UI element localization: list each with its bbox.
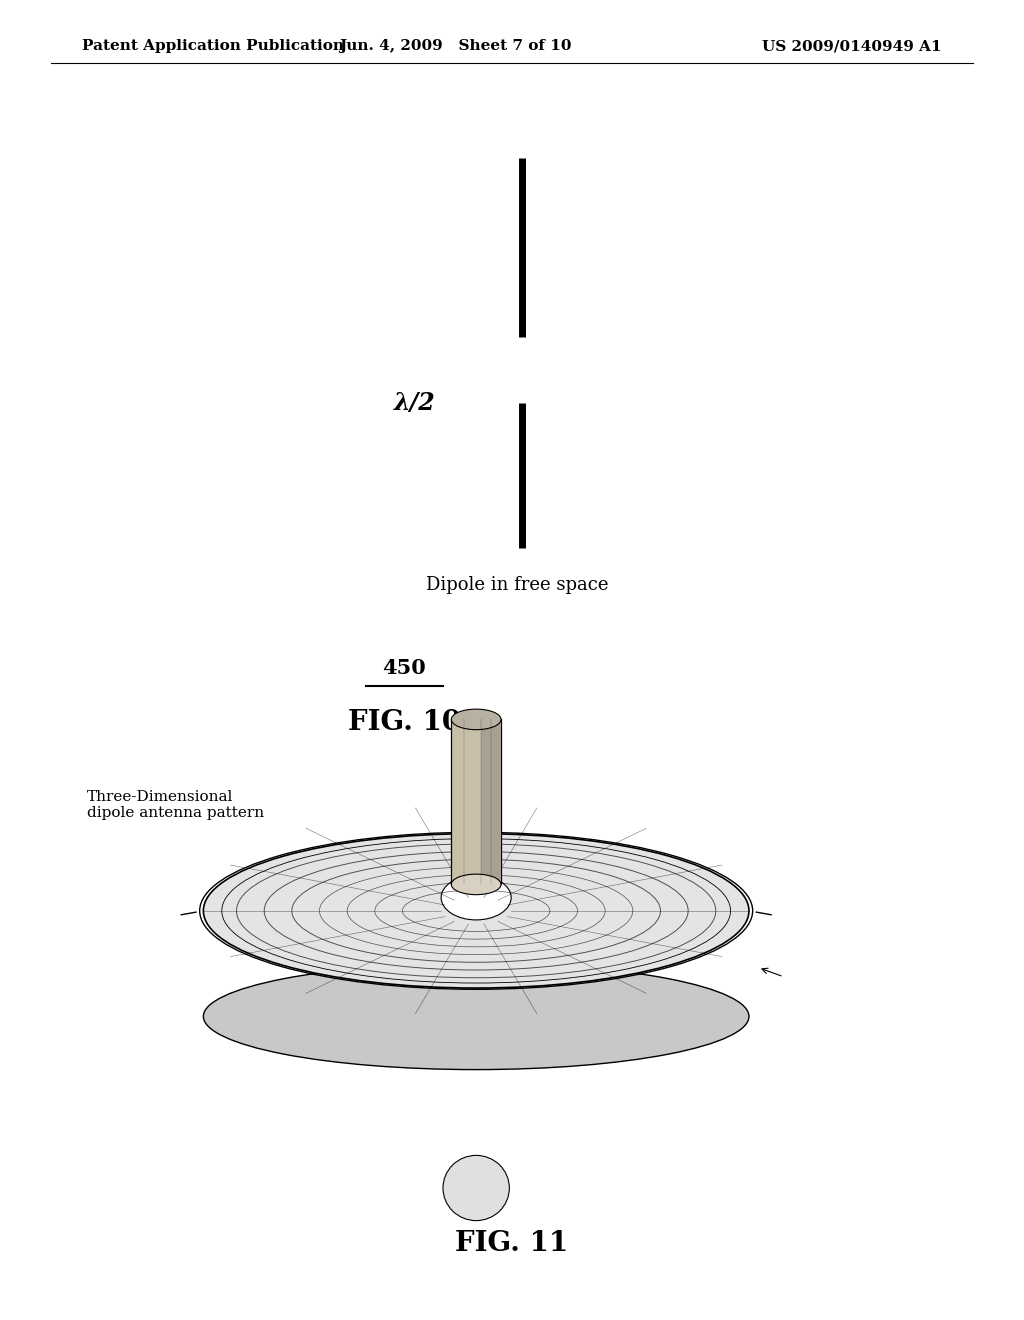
Ellipse shape <box>204 834 749 987</box>
Ellipse shape <box>452 709 501 730</box>
Text: Jun. 4, 2009   Sheet 7 of 10: Jun. 4, 2009 Sheet 7 of 10 <box>339 40 572 53</box>
Text: FIG. 10: FIG. 10 <box>348 709 461 735</box>
Ellipse shape <box>441 875 511 920</box>
Bar <box>452 719 501 884</box>
Ellipse shape <box>204 964 749 1069</box>
Text: Patent Application Publication: Patent Application Publication <box>82 40 344 53</box>
Text: US 2009/0140949 A1: US 2009/0140949 A1 <box>763 40 942 53</box>
Text: Dipole in free space: Dipole in free space <box>426 576 608 594</box>
Ellipse shape <box>452 874 501 895</box>
Text: 450: 450 <box>383 657 426 678</box>
Ellipse shape <box>443 1155 509 1221</box>
Text: λ/2: λ/2 <box>394 391 435 414</box>
Text: FIG. 11: FIG. 11 <box>456 1230 568 1257</box>
Bar <box>481 719 501 884</box>
Text: Three-Dimensional
dipole antenna pattern: Three-Dimensional dipole antenna pattern <box>87 791 264 820</box>
